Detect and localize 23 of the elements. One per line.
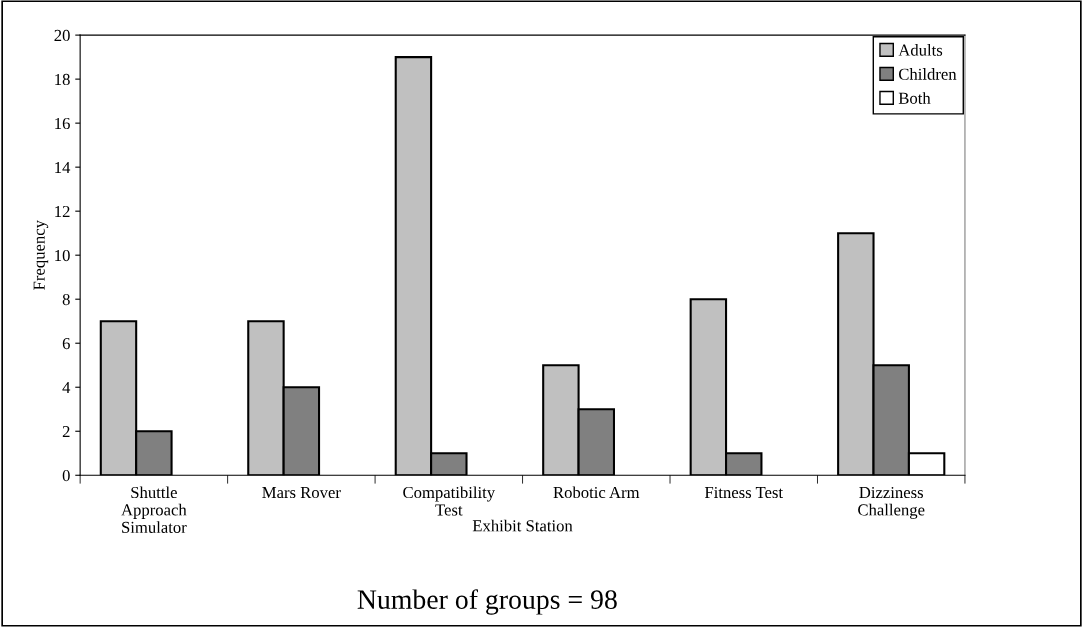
x-tick-label: Mars Rover bbox=[262, 487, 341, 499]
y-tick-label: 18 bbox=[55, 73, 70, 86]
x-tick-label: Dizziness Challenge bbox=[858, 486, 925, 519]
y-tick-label: 4 bbox=[62, 382, 71, 394]
y-tick-label: 14 bbox=[55, 161, 71, 173]
y-tick-label: 0 bbox=[62, 469, 70, 482]
x-tick-label: Fitness Test bbox=[704, 486, 783, 499]
y-tick-label: 6 bbox=[62, 337, 70, 350]
x-tick-label: Robotic Arm bbox=[553, 486, 640, 499]
legend-label: Children bbox=[898, 68, 957, 80]
legend-label: Both bbox=[898, 92, 931, 104]
y-axis-title: Frequency bbox=[33, 220, 49, 290]
y-tick-label: 8 bbox=[62, 293, 70, 306]
y-tick-label: 20 bbox=[54, 29, 70, 42]
x-tick-label: Shuttle Approach Simulator bbox=[121, 486, 187, 533]
legend-label: Adults bbox=[898, 44, 943, 56]
y-tick-label: 12 bbox=[55, 205, 70, 217]
y-tick-label: 2 bbox=[62, 426, 70, 438]
x-axis-title: Exhibit Station bbox=[472, 519, 573, 532]
y-tick-label: 10 bbox=[55, 249, 70, 262]
x-tick-label: Compatibility Test bbox=[403, 486, 496, 516]
text: Number of groups = 98 bbox=[357, 589, 617, 615]
y-tick-label: 16 bbox=[55, 117, 70, 130]
